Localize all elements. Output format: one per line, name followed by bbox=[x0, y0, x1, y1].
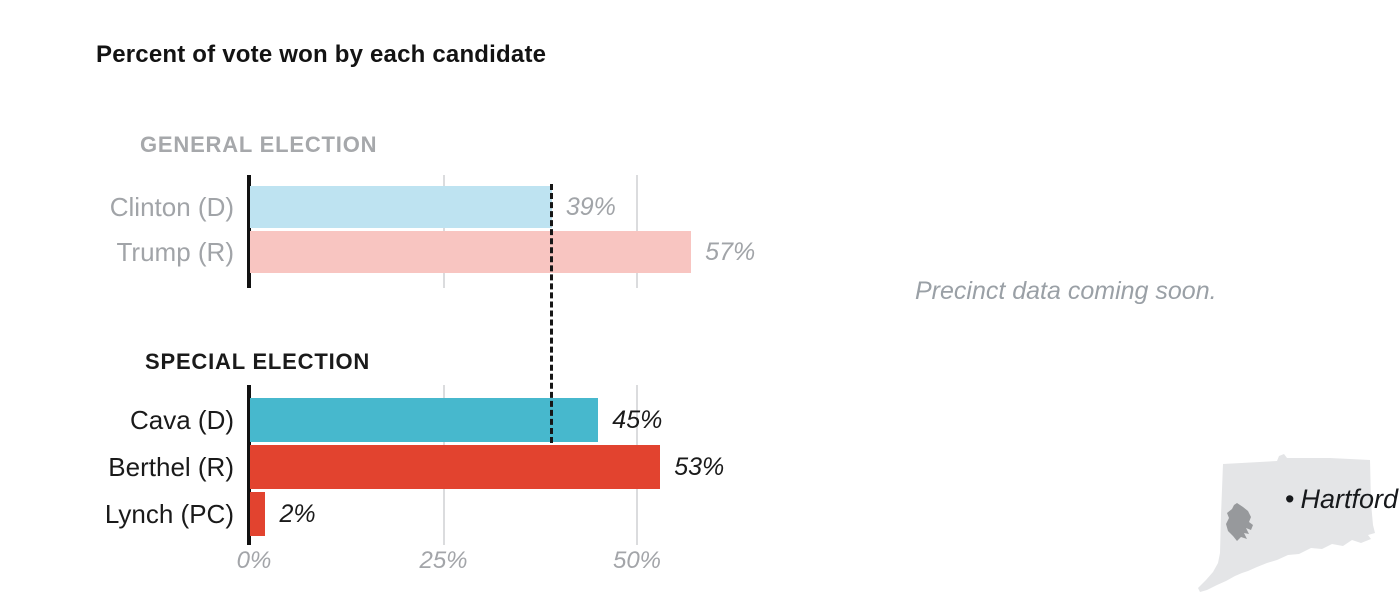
general-election-chart: Clinton (D) 39% Trump (R) 57% bbox=[0, 175, 790, 288]
candidate-label: Clinton (D) bbox=[109, 192, 234, 222]
candidate-label: Cava (D) bbox=[129, 405, 234, 435]
connecticut-map bbox=[1180, 425, 1400, 600]
value-label: 2% bbox=[279, 500, 316, 528]
hartford-dot-icon: • bbox=[1285, 484, 1295, 514]
value-label: 45% bbox=[612, 406, 663, 434]
x-tick-label: 0% bbox=[236, 547, 272, 574]
x-tick-label: 50% bbox=[612, 547, 662, 574]
y-axis-line bbox=[247, 385, 251, 545]
bar bbox=[250, 186, 552, 228]
bar bbox=[250, 492, 266, 536]
reference-dashed-line bbox=[549, 184, 553, 443]
connecticut-state-shape bbox=[1198, 454, 1375, 592]
y-axis-line bbox=[247, 175, 251, 288]
bar bbox=[250, 445, 661, 489]
bar bbox=[250, 231, 692, 273]
section-header-general-election: GENERAL ELECTION bbox=[140, 132, 378, 157]
annotation-text: Precinct data coming soon. bbox=[915, 277, 1217, 305]
candidate-label: Berthel (R) bbox=[108, 452, 234, 482]
candidate-label: Lynch (PC) bbox=[104, 499, 234, 529]
candidate-label: Trump (R) bbox=[116, 237, 234, 267]
section-header-special-election: SPECIAL ELECTION bbox=[145, 349, 371, 374]
page-title: Percent of vote won by each candidate bbox=[96, 41, 547, 68]
special-election-chart: Cava (D) 45% Berthel (R) 53% Lynch (PC) 2% bbox=[0, 385, 790, 545]
value-label: 53% bbox=[674, 453, 725, 481]
hartford-city-label: • Hartford bbox=[1285, 484, 1398, 515]
value-label: 39% bbox=[565, 193, 616, 221]
x-tick-label: 25% bbox=[419, 547, 468, 574]
hartford-city-name: Hartford bbox=[1300, 484, 1398, 514]
bar bbox=[250, 398, 599, 442]
district-32-shape bbox=[1226, 503, 1253, 541]
value-label: 57% bbox=[705, 238, 756, 266]
